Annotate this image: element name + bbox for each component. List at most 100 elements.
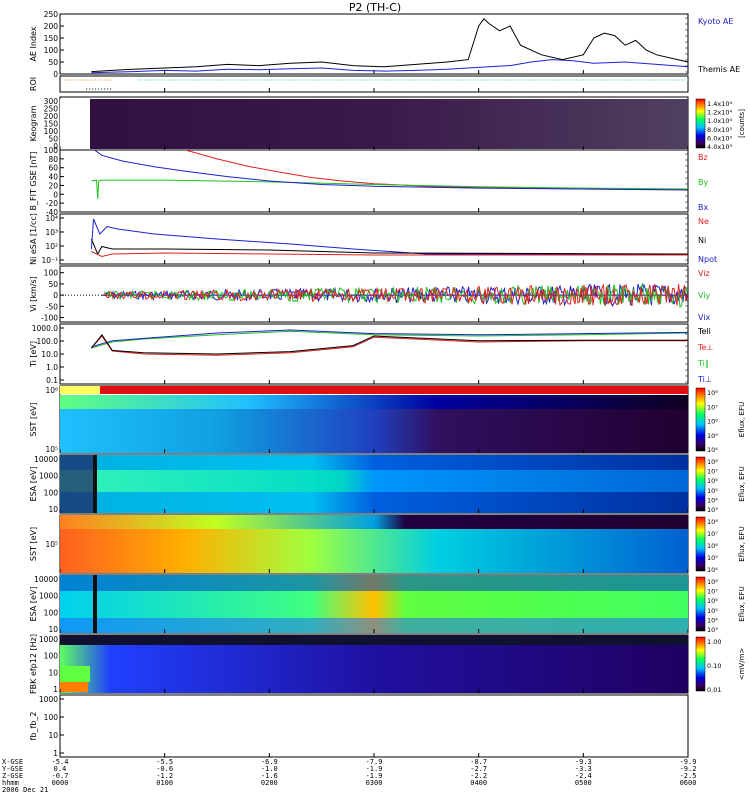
legend-ne: Ne (698, 217, 709, 226)
keogram-image (90, 99, 688, 149)
xaxis-value: 0.4 (54, 765, 67, 773)
fbk-top-band (60, 635, 688, 645)
ytick-label: -20 (46, 199, 58, 208)
xaxis-value: -1.2 (156, 772, 173, 780)
ni-trace (90, 218, 688, 255)
panel-label-keogram: Keogram (29, 105, 38, 141)
legend-ti-: Ti∥ (697, 359, 709, 368)
ytick-label: 10⁵ (45, 540, 58, 549)
ytick-label: 10 (48, 505, 58, 514)
legend-kyoto-ae: Kyoto AE (698, 17, 733, 26)
xaxis-value: 0000 (52, 779, 69, 787)
xaxis-value: 0500 (575, 779, 592, 787)
xaxis-value: -1.0 (261, 765, 278, 773)
xaxis-value: -2.2 (470, 772, 487, 780)
xaxis-value: -0.7 (52, 772, 69, 780)
colorbar-sst_i (695, 387, 706, 452)
colorbar-tick: 8.0x10³ (707, 126, 732, 134)
ni-trace (90, 238, 689, 256)
colorbar-tick: 10⁶ (707, 477, 718, 485)
colorbar-fbk (695, 636, 706, 692)
legend-vix: Vix (698, 313, 711, 322)
ytick-label: 10⁶ (45, 386, 58, 395)
legend-tell: Tell (697, 327, 711, 336)
ytick-label: 1 (53, 749, 58, 758)
xaxis-value: -3.3 (575, 765, 592, 773)
ti-trace (91, 335, 688, 356)
colorbar-tick: 10⁸ (707, 518, 718, 526)
colorbar-tick: 4.0x10³ (707, 143, 732, 151)
xaxis-value: -9.3 (575, 758, 592, 766)
colorbar-tick: 10⁷ (707, 403, 718, 411)
xaxis-value: -1.9 (366, 772, 383, 780)
colorbar-tick: 10⁷ (707, 468, 718, 476)
ytick-label: 100 (44, 146, 59, 155)
ytick-label: 10 (48, 668, 58, 677)
colorbar-tick: 6.0x10³ (707, 134, 732, 142)
panel-label-ti: Ti [eV] (29, 341, 38, 368)
ytick-label: 100 (44, 713, 59, 722)
legend-ni: Ni (698, 236, 706, 245)
colorbar-tick: 10⁸ (707, 389, 718, 397)
panel-frame-ni (59, 213, 689, 265)
colorbar-tick: 10⁷ (707, 530, 718, 538)
ytick-label: 100 (44, 488, 59, 497)
xaxis-value: -7.9 (366, 758, 383, 766)
xaxis-row-label: X-GSE (2, 758, 23, 766)
panel-frame-bfit (59, 149, 689, 213)
legend-viz: Viz (698, 269, 710, 278)
colorbar-tick: 10⁵ (707, 554, 718, 562)
figure-title: P2 (TH-C) (349, 1, 401, 14)
panel-label-ni: Ni eSA [1/cc] (29, 213, 38, 265)
ytick-label: 1 (53, 685, 58, 694)
colorbar-tick: 10⁴ (707, 446, 718, 454)
esa-electron-top (60, 575, 688, 591)
ytick-label: 10.0 (41, 350, 58, 359)
ytick-label: 100 (44, 652, 59, 661)
xaxis-value: 0200 (261, 779, 278, 787)
colorbar-sst_e (695, 516, 706, 572)
colorbar-esa_i (695, 456, 706, 512)
colorbar-tick: 10⁶ (707, 597, 718, 605)
ytick-label: 1000 (39, 592, 58, 601)
colorbar-unit-esa_i: Eflux, EFU (738, 466, 746, 501)
mode-bar (60, 386, 688, 394)
panel-label-esa_i: ESA [eV] (29, 467, 38, 502)
ytick-label: 0 (53, 142, 58, 151)
xaxis-value: -5.5 (156, 758, 173, 766)
ytick-label: 0 (53, 291, 58, 300)
colorbar-tick: 10⁵ (707, 607, 718, 615)
sst-ion-high-band (60, 395, 688, 409)
ytick-label: 150 (44, 34, 59, 43)
xaxis-value: -1.9 (366, 765, 383, 773)
panel-label-bfit: B_FIT GSE [nT] (29, 152, 38, 211)
colorbar-tick: 10⁸ (707, 458, 718, 466)
panel-label-fbk: FBK efp12 [Hz] (29, 634, 38, 694)
xaxis-value: 0100 (156, 779, 173, 787)
panel-label-roi: ROI (29, 77, 38, 91)
xaxis-value: -9.9 (680, 758, 697, 766)
ytick-label: 10000 (34, 455, 58, 464)
colorbar-tick: 10⁴ (707, 566, 718, 574)
xaxis-value: -1.6 (261, 772, 278, 780)
ytick-label: -50 (46, 302, 58, 311)
ytick-label: 100 (44, 46, 59, 55)
colorbar-tick: 1.00 (707, 638, 721, 646)
panel-label-ffb: fb_fb_2 (29, 712, 38, 741)
ytick-label: 1.0 (46, 363, 58, 372)
ni-trace (91, 251, 688, 258)
ytick-label: 50 (48, 280, 58, 289)
ytick-label: 1000 (39, 472, 58, 481)
legend-viy: Viy (698, 291, 711, 300)
vi-trace (103, 283, 688, 308)
xaxis-value: -9.2 (680, 765, 697, 773)
esa-electron-bottom (60, 618, 688, 633)
xaxis-row-label: hhmm (2, 779, 19, 787)
xaxis-value: -6.9 (261, 758, 278, 766)
panel-label-esa_e: ESA [eV] (29, 587, 38, 622)
ytick-label: 50 (48, 58, 58, 67)
ytick-label: 20 (48, 181, 58, 190)
colorbar-tick: 10⁵ (707, 432, 718, 440)
xaxis-value: -5.4 (52, 758, 69, 766)
xaxis-value: -0.6 (156, 765, 173, 773)
